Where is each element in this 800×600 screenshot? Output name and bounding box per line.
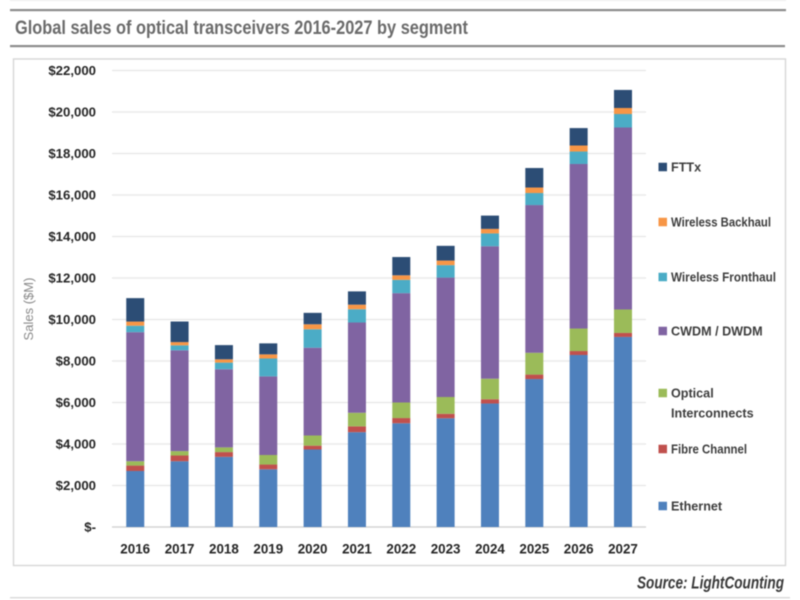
svg-text:$18,000: $18,000	[48, 146, 96, 161]
svg-text:$2,000: $2,000	[56, 478, 96, 493]
svg-text:$6,000: $6,000	[56, 395, 96, 410]
svg-text:2026: 2026	[564, 542, 594, 557]
svg-text:2024: 2024	[475, 542, 505, 557]
svg-text:Wireless Backhaul: Wireless Backhaul	[671, 215, 771, 229]
svg-text:Fibre Channel: Fibre Channel	[671, 442, 747, 456]
svg-text:$12,000: $12,000	[48, 271, 96, 286]
svg-text:Source: LightCounting: Source: LightCounting	[637, 573, 784, 593]
svg-text:2025: 2025	[519, 542, 549, 557]
svg-text:Wireless Fronthaul: Wireless Fronthaul	[671, 270, 776, 284]
svg-text:CWDM / DWDM: CWDM / DWDM	[671, 324, 763, 338]
svg-text:2021: 2021	[342, 542, 372, 557]
svg-text:$20,000: $20,000	[48, 105, 96, 120]
svg-text:2027: 2027	[608, 542, 638, 557]
svg-text:$10,000: $10,000	[48, 312, 96, 327]
svg-text:FTTx: FTTx	[671, 160, 701, 174]
svg-text:2019: 2019	[253, 542, 283, 557]
svg-text:2022: 2022	[386, 542, 416, 557]
svg-text:2018: 2018	[209, 542, 239, 557]
svg-text:$8,000: $8,000	[56, 354, 96, 369]
svg-text:2023: 2023	[431, 542, 461, 557]
svg-text:Sales ($M): Sales ($M)	[21, 278, 36, 341]
svg-text:Interconnects: Interconnects	[671, 406, 754, 420]
svg-text:2017: 2017	[165, 542, 195, 557]
svg-text:$14,000: $14,000	[48, 229, 96, 244]
svg-text:2016: 2016	[120, 542, 150, 557]
svg-text:Ethernet: Ethernet	[671, 499, 723, 513]
svg-text:$16,000: $16,000	[48, 188, 96, 203]
svg-text:$22,000: $22,000	[48, 63, 96, 78]
svg-text:2020: 2020	[298, 542, 328, 557]
svg-text:$-: $-	[84, 520, 96, 535]
svg-text:$4,000: $4,000	[56, 437, 96, 452]
svg-text:Optical: Optical	[671, 386, 714, 400]
svg-text:Global sales of optical transc: Global sales of optical transceivers 201…	[15, 18, 469, 39]
